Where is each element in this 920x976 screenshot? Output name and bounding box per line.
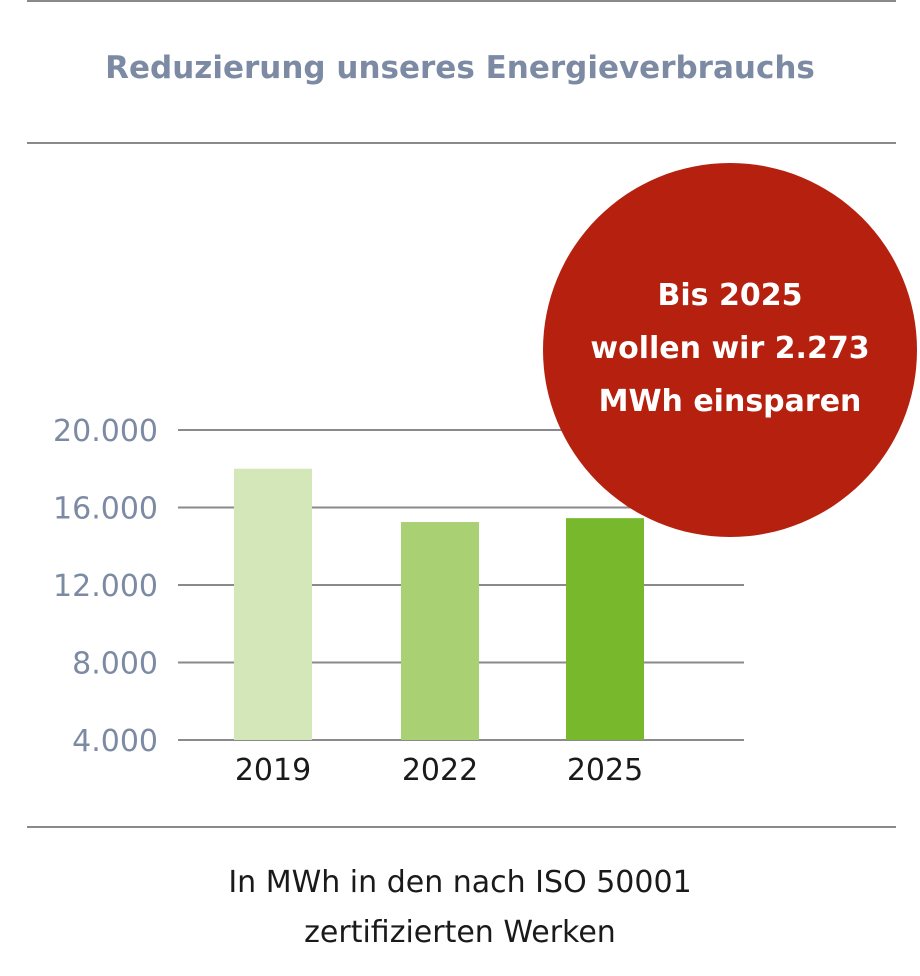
caption-line-1: In MWh in den nach ISO 50001 [228,865,692,900]
badge-circle [543,163,917,537]
title-rule [27,142,896,144]
chart-caption: In MWh in den nach ISO 50001 zertifizier… [0,858,920,958]
y-tick-label: 20.000 [53,414,158,449]
badge-line-3: MWh einsparen [599,384,862,419]
caption-line-2: zertifizierten Werken [304,915,616,950]
bar-2022 [401,522,479,740]
badge-line-1: Bis 2025 [658,278,803,313]
x-category-label: 2022 [402,753,478,788]
bar-2019 [234,468,312,740]
y-tick-label: 4.000 [72,724,158,759]
y-tick-label: 16.000 [53,492,158,527]
bar-2025 [566,518,644,740]
savings-badge: Bis 2025 wollen wir 2.273 MWh einsparen [543,163,917,537]
chart-title: Reduzierung unseres Energieverbrauchs [105,50,815,86]
x-category-label: 2025 [567,753,643,788]
bars [234,468,644,740]
y-tick-label: 12.000 [53,569,158,604]
y-tick-label: 8.000 [72,647,158,682]
x-axis-labels: 2019 2022 2025 [235,753,643,788]
bar-chart: 4.000 8.000 12.000 16.000 20.000 2019 2022 202… [53,163,917,788]
y-axis-ticks: 4.000 8.000 12.000 16.000 20.000 [53,414,158,759]
x-category-label: 2019 [235,753,311,788]
badge-line-2: wollen wir 2.273 [590,331,869,366]
top-rule [27,0,896,2]
bottom-rule [27,826,896,828]
